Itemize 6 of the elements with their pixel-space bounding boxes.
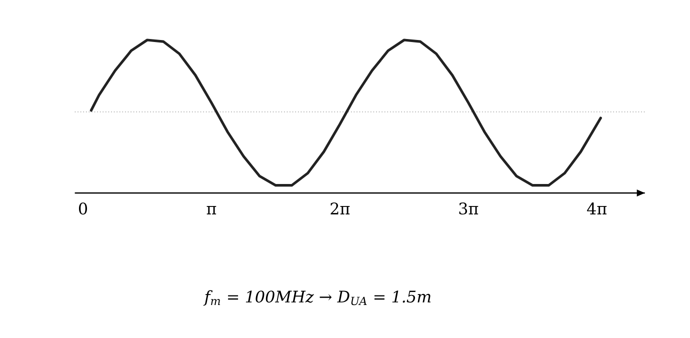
x-tick-label: π [206,206,216,214]
x-tick-label: 4π [587,202,607,214]
text: f$_{m}$ = 100MHz → D$_{UA}$ = 1.5m [203,290,431,306]
x-tick-label: 0 [78,202,88,215]
x-tick-label: 2π [330,202,350,214]
x-tick-label: 3π [459,202,478,215]
